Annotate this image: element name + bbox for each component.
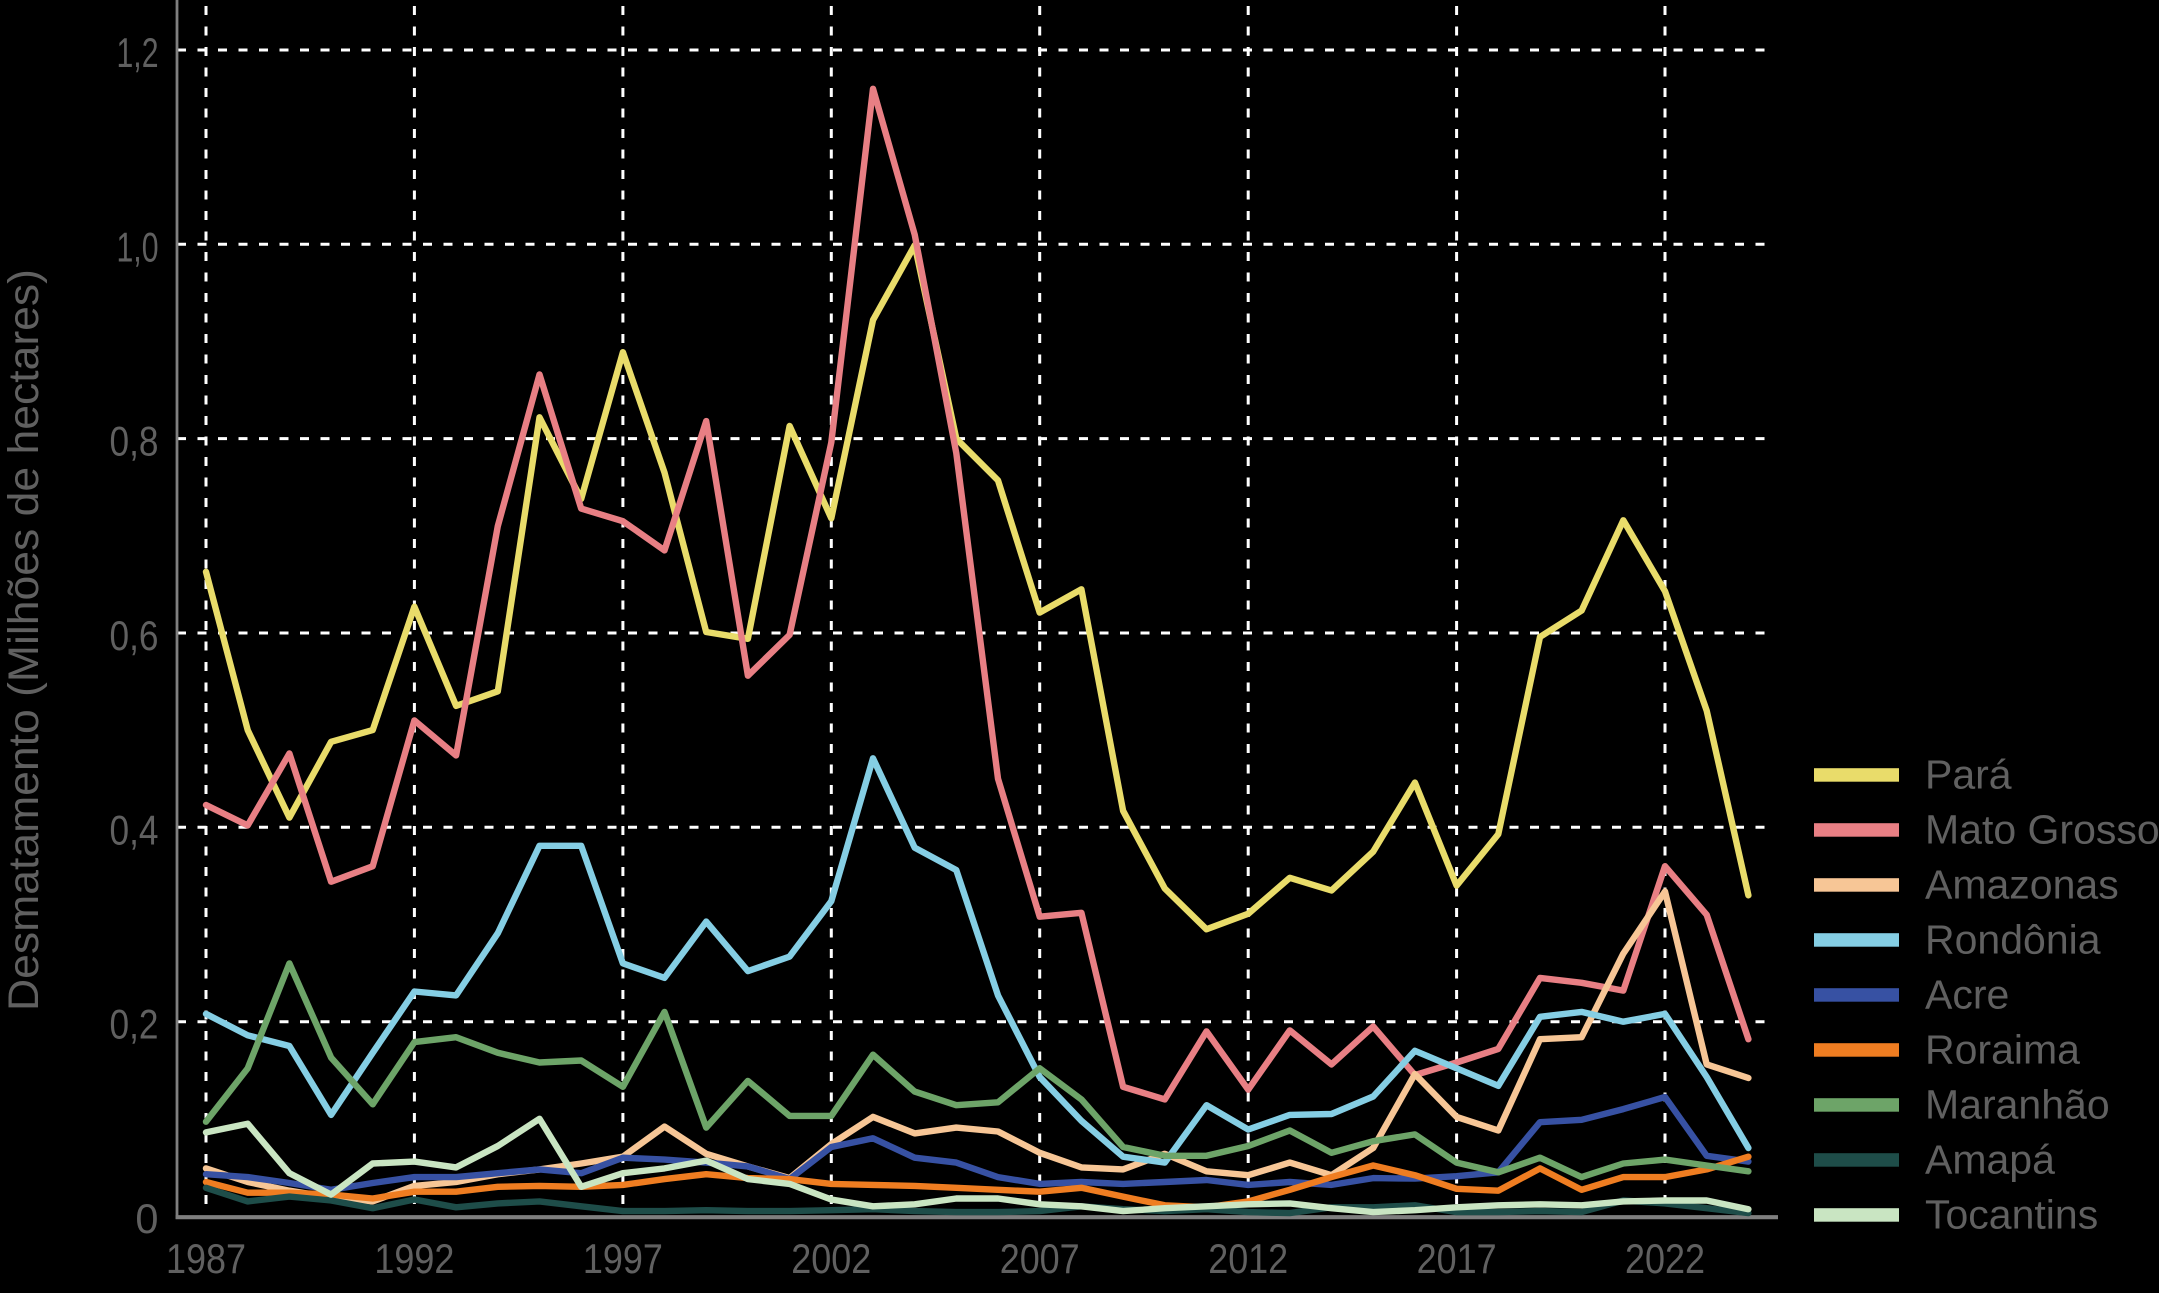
svg-text:2007: 2007 xyxy=(1000,1235,1080,1282)
svg-text:0,2: 0,2 xyxy=(110,1001,159,1048)
svg-text:1,0: 1,0 xyxy=(117,223,159,270)
svg-text:2002: 2002 xyxy=(791,1235,871,1282)
svg-text:2012: 2012 xyxy=(1208,1235,1288,1282)
svg-text:Roraima: Roraima xyxy=(1925,1027,2080,1073)
svg-text:0,8: 0,8 xyxy=(110,418,159,465)
svg-text:1987: 1987 xyxy=(166,1235,246,1282)
svg-text:2017: 2017 xyxy=(1417,1235,1497,1282)
svg-text:1992: 1992 xyxy=(374,1235,454,1282)
svg-text:Acre: Acre xyxy=(1925,972,2009,1018)
svg-text:Maranhão: Maranhão xyxy=(1925,1082,2110,1128)
svg-text:Amapá: Amapá xyxy=(1925,1137,2055,1183)
svg-text:0,6: 0,6 xyxy=(110,612,159,659)
svg-text:2022: 2022 xyxy=(1625,1235,1705,1282)
svg-text:0: 0 xyxy=(135,1195,158,1242)
svg-text:0,4: 0,4 xyxy=(110,806,159,853)
svg-text:Pará: Pará xyxy=(1925,752,2012,798)
svg-text:Desmatamento (Milhões de hecta: Desmatamento (Milhões de hectares) xyxy=(0,269,48,1011)
svg-text:Mato Grosso: Mato Grosso xyxy=(1925,807,2159,853)
svg-text:1,2: 1,2 xyxy=(117,29,159,76)
svg-text:Rondônia: Rondônia xyxy=(1925,917,2101,963)
svg-text:1997: 1997 xyxy=(583,1235,663,1282)
svg-text:Tocantins: Tocantins xyxy=(1925,1192,2098,1238)
svg-text:Amazonas: Amazonas xyxy=(1925,862,2119,908)
